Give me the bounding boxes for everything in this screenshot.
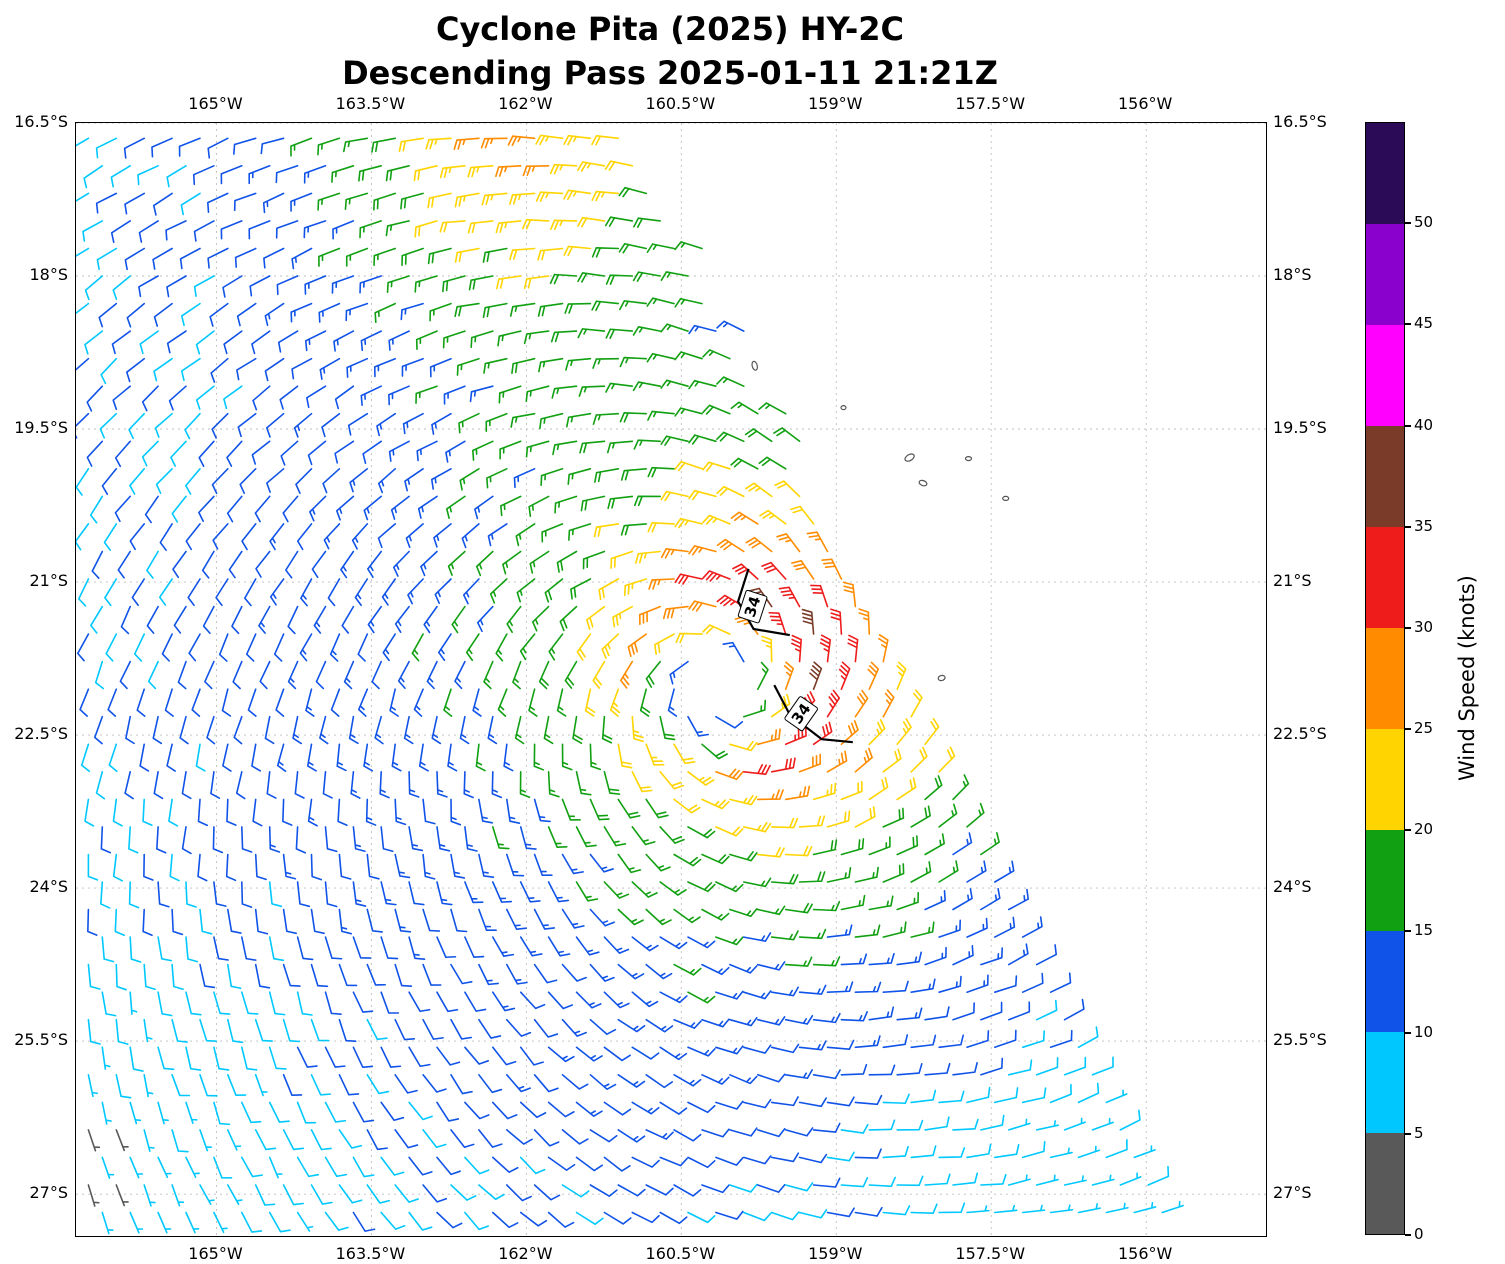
- colorbar-tick-label: 35: [1414, 516, 1434, 535]
- colorbar-tick-mark: [1405, 829, 1411, 832]
- map-plot-area: 34 34: [75, 122, 1267, 1237]
- colorbar-axis-label: Wind Speed (knots): [1455, 575, 1479, 782]
- x-axis-tick-label-bottom: 162°W: [498, 1244, 553, 1263]
- x-axis-tick-label-bottom: 159°W: [808, 1244, 863, 1263]
- colorbar-tick-label: 0: [1414, 1225, 1424, 1243]
- colorbar-segment: [1366, 527, 1404, 628]
- y-axis-tick-label-right: 27°S: [1273, 1183, 1312, 1203]
- x-axis-tick-label-top: 163.5°W: [335, 94, 406, 113]
- y-axis-tick-label-right: 16.5°S: [1273, 112, 1327, 131]
- colorbar-segment: [1366, 224, 1404, 325]
- colorbar-tick-label: 10: [1414, 1022, 1434, 1041]
- colorbar-segment: [1366, 325, 1404, 426]
- colorbar-tick-label: 45: [1414, 314, 1434, 333]
- colorbar-tick-label: 40: [1414, 415, 1434, 434]
- colorbar-segment: [1366, 729, 1404, 830]
- colorbar-segment: [1366, 123, 1404, 224]
- y-axis-tick-label-left: 16.5°S: [14, 112, 68, 131]
- x-axis-tick-label-bottom: 160.5°W: [645, 1244, 716, 1263]
- x-axis-tick-label-bottom: 156°W: [1117, 1244, 1173, 1263]
- chart-title: Cyclone Pita (2025) HY-2C: [435, 10, 905, 48]
- x-axis-tick-label-bottom: 157.5°W: [955, 1244, 1026, 1263]
- colorbar-tick-label: 5: [1414, 1123, 1424, 1142]
- x-axis-tick-label-top: 157.5°W: [955, 94, 1026, 113]
- grid-layer: [76, 123, 1266, 1236]
- colorbar-tick-mark: [1405, 1031, 1411, 1034]
- y-axis-tick-label-left: 19.5°S: [14, 418, 68, 438]
- x-axis-tick-label-bottom: 163.5°W: [335, 1244, 406, 1263]
- colorbar-segment: [1366, 1032, 1404, 1133]
- colorbar-tick-label: 50: [1414, 213, 1434, 232]
- colorbar-segment: [1366, 830, 1404, 931]
- y-axis-tick-label-right: 25.5°S: [1273, 1030, 1327, 1050]
- colorbar-segment: [1366, 1133, 1404, 1234]
- x-axis-tick-label-top: 160.5°W: [645, 94, 716, 113]
- colorbar-tick-label: 30: [1414, 617, 1434, 636]
- y-axis-tick-label-left: 27°S: [29, 1183, 68, 1203]
- x-axis-tick-label-top: 156°W: [1117, 94, 1173, 113]
- colorbar-tick-mark: [1405, 1132, 1411, 1135]
- colorbar-tick-mark: [1405, 930, 1411, 933]
- colorbar-tick-mark: [1405, 1234, 1411, 1236]
- x-axis-tick-label-top: 165°W: [188, 94, 243, 113]
- y-axis-tick-label-right: 18°S: [1273, 265, 1312, 285]
- y-axis-tick-label-right: 19.5°S: [1273, 418, 1327, 438]
- chart-subtitle: Descending Pass 2025-01-11 21:21Z: [342, 54, 998, 92]
- colorbar-tick-label: 15: [1414, 921, 1434, 940]
- y-axis-tick-label-left: 25.5°S: [14, 1030, 68, 1050]
- colorbar-tick-mark: [1405, 323, 1411, 326]
- islands-layer: [751, 360, 1010, 682]
- y-axis-tick-label-right: 24°S: [1273, 877, 1312, 897]
- y-axis-tick-label-right: 22.5°S: [1273, 724, 1327, 744]
- svg-text:34: 34: [741, 594, 765, 619]
- y-axis-tick-label-left: 21°S: [29, 571, 68, 591]
- colorbar-tick-mark: [1405, 626, 1411, 629]
- x-axis-tick-label-bottom: 165°W: [188, 1244, 243, 1263]
- colorbar-segment: [1366, 426, 1404, 527]
- y-axis-tick-label-right: 21°S: [1273, 571, 1312, 591]
- colorbar-segment: [1366, 931, 1404, 1032]
- colorbar: [1365, 122, 1405, 1235]
- colorbar-tick-label: 25: [1414, 719, 1434, 738]
- colorbar-tick-mark: [1405, 525, 1411, 528]
- wind-barbs-layer: [76, 134, 1184, 1235]
- colorbar-tick-mark: [1405, 728, 1411, 731]
- colorbar-tick-label: 20: [1414, 820, 1434, 839]
- y-axis-tick-label-left: 22.5°S: [14, 724, 68, 744]
- contour-label: 34: [737, 589, 768, 624]
- colorbar-tick-mark: [1405, 222, 1411, 225]
- colorbar-segment: [1366, 628, 1404, 729]
- y-axis-tick-label-left: 24°S: [29, 877, 68, 897]
- colorbar-tick-mark: [1405, 424, 1411, 427]
- x-axis-tick-label-top: 162°W: [498, 94, 553, 113]
- y-axis-tick-label-left: 18°S: [29, 265, 68, 285]
- x-axis-tick-label-top: 159°W: [808, 94, 863, 113]
